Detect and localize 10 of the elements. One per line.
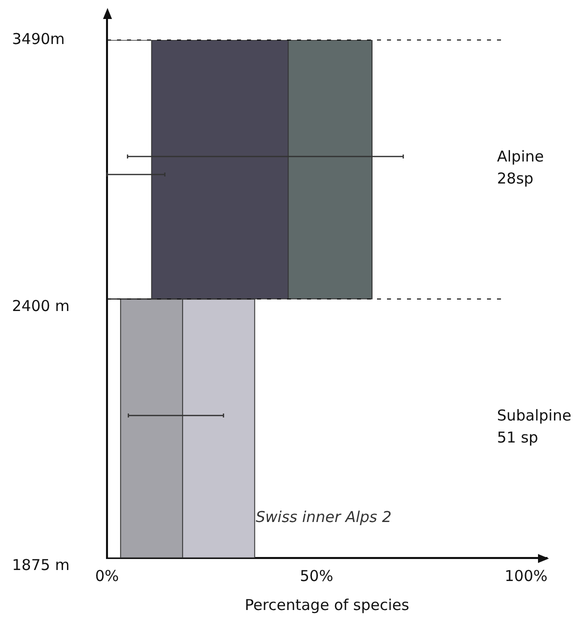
text: 2400 m — [12, 296, 70, 315]
x-tick-label: 50% — [300, 566, 334, 585]
text: 1875 m — [12, 556, 70, 574]
text: 3490m — [12, 30, 65, 48]
y-tick-label: Subalpine 51 sp — [497, 406, 572, 446]
annotation: Swiss inner Alps 2 — [256, 508, 392, 526]
x-tick-label: 0% — [95, 566, 119, 585]
x-tick-label: 100% — [504, 566, 548, 585]
x-axis-title: Percentage of species — [244, 596, 410, 614]
y-tick-label: Alpine 28sp — [497, 147, 544, 188]
